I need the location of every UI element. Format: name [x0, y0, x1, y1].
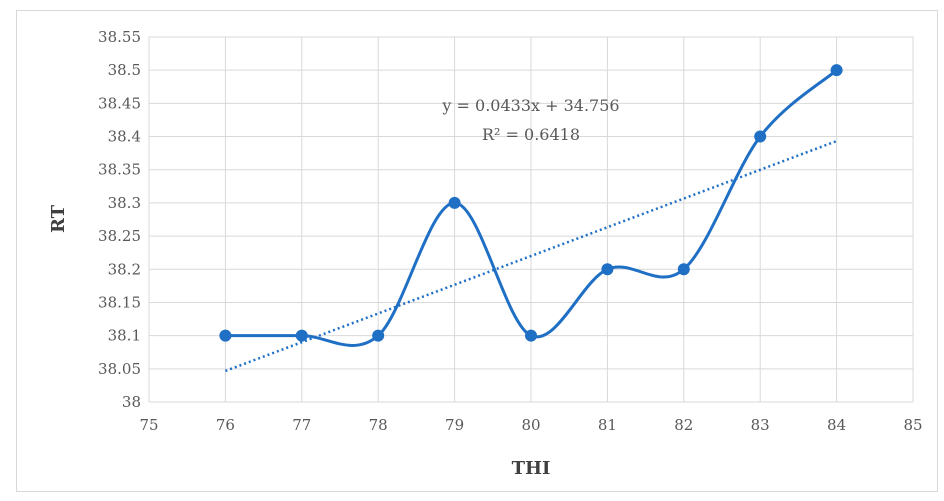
y-tick-label: 38.2	[108, 260, 141, 278]
x-tick-label: 75	[139, 416, 158, 434]
x-tick-label: 82	[674, 416, 693, 434]
data-point	[219, 329, 232, 342]
y-tick-label: 38.25	[98, 227, 141, 245]
x-tick-label: 81	[598, 416, 617, 434]
y-tick-labels: 38 38.05 38.1 38.15 38.2 38.25 38.3 38.35 38.4 38…	[98, 28, 141, 411]
trendline-equation: y = 0.0433x + 34.756	[441, 96, 619, 115]
data-point	[677, 263, 690, 276]
y-tick-label: 38.4	[108, 128, 141, 146]
data-points	[219, 64, 843, 342]
x-axis-title: THI	[512, 458, 551, 479]
x-tick-label: 80	[521, 416, 540, 434]
data-point	[601, 263, 614, 276]
data-point	[754, 130, 767, 143]
y-axis-title: RT	[48, 204, 69, 233]
y-tick-label: 38.45	[98, 94, 141, 112]
x-tick-label: 76	[216, 416, 235, 434]
data-point	[448, 196, 461, 209]
x-tick-label: 79	[445, 416, 464, 434]
y-tick-label: 38.1	[108, 327, 141, 345]
y-tick-label: 38.5	[108, 61, 141, 79]
y-tick-label: 38.35	[98, 161, 141, 179]
y-tick-label: 38	[122, 393, 141, 411]
y-tick-label: 38.15	[98, 293, 141, 311]
r-squared-label: R² = 0.6418	[482, 125, 580, 144]
chart-frame	[16, 10, 938, 492]
data-point	[830, 64, 843, 77]
x-tick-label: 85	[903, 416, 922, 434]
x-tick-label: 84	[827, 416, 846, 434]
data-point	[372, 329, 385, 342]
y-tick-label: 38.55	[98, 28, 141, 46]
x-tick-labels: 75 76 77 78 79 80 81 82 83 84 85	[139, 416, 922, 434]
data-point	[525, 329, 537, 342]
data-point	[295, 329, 308, 342]
grid-lines	[148, 36, 914, 403]
trendline	[224, 139, 838, 373]
y-tick-label: 38.3	[108, 194, 141, 212]
y-tick-label: 38.05	[98, 360, 141, 378]
x-tick-label: 83	[751, 416, 770, 434]
x-tick-label: 77	[292, 416, 311, 434]
x-tick-label: 78	[369, 416, 388, 434]
